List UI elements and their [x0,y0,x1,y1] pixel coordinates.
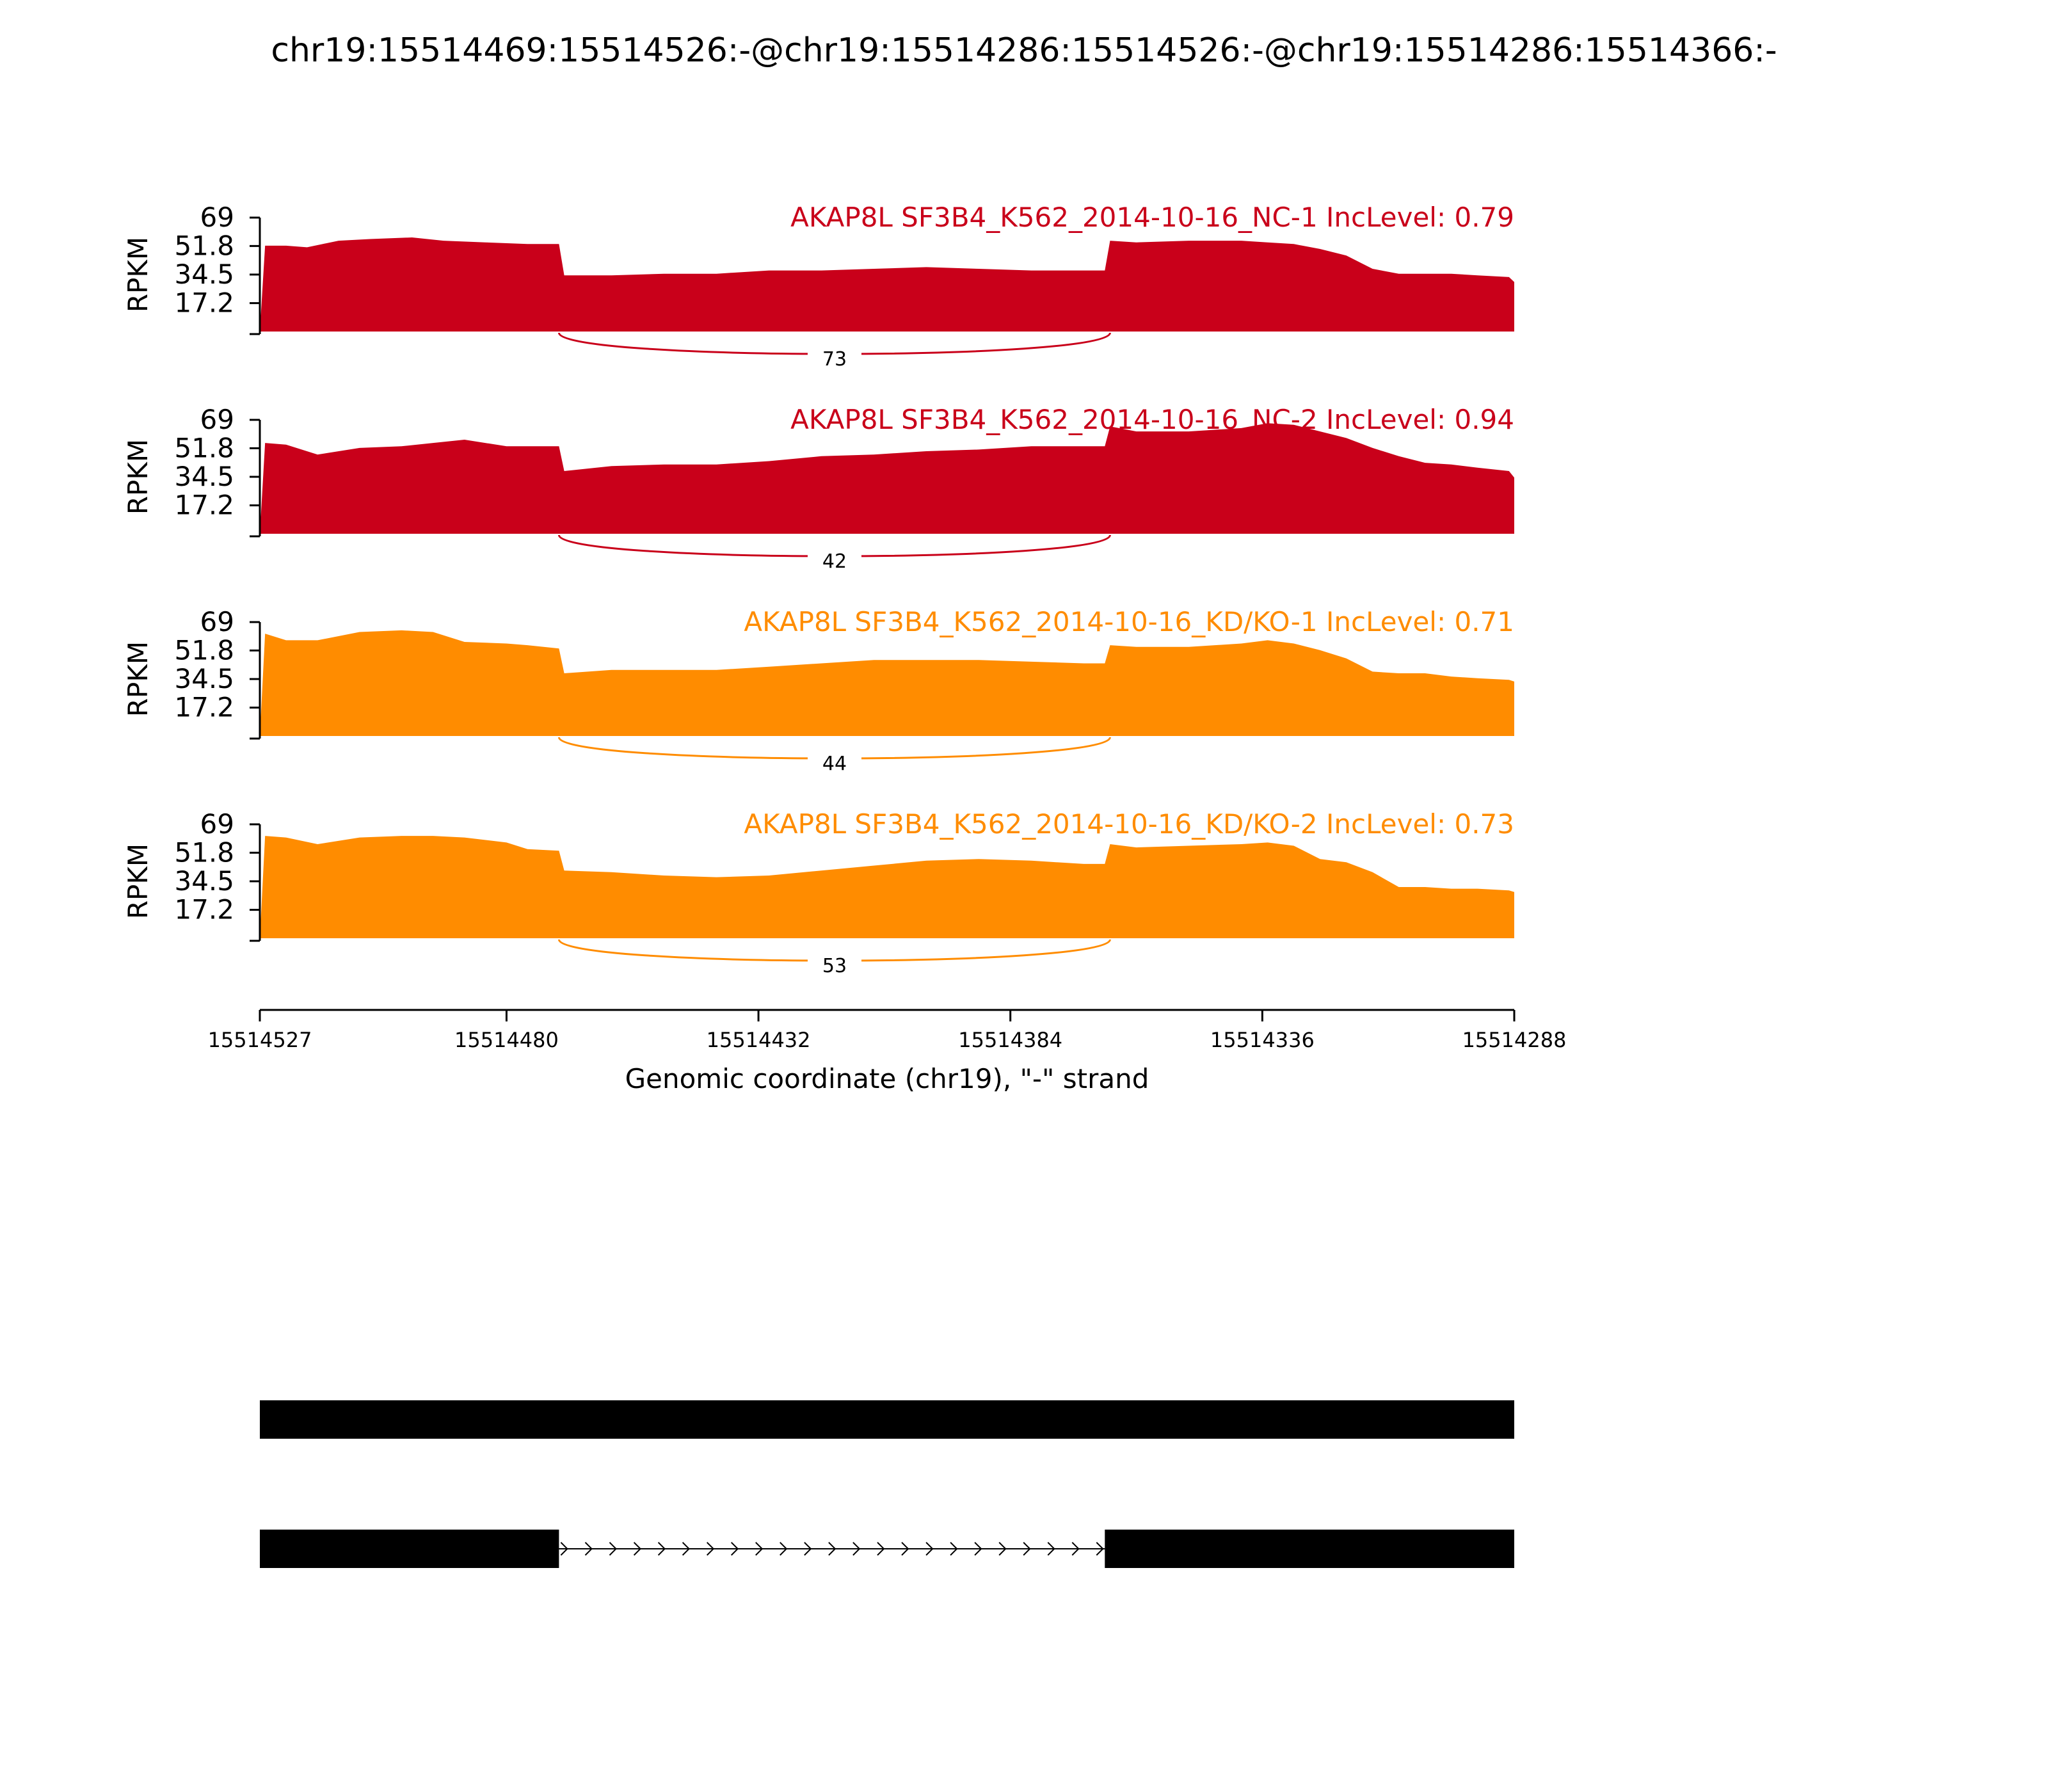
strand-arrow [828,1542,836,1556]
strand-arrow [974,1542,982,1556]
strand-arrow [804,1542,812,1556]
x-tick-label: 15514480 [454,1028,559,1052]
sample-label: AKAP8L SF3B4_K562_2014-10-16_KD/KO-2 Inc… [744,808,1514,840]
exon-block [1105,1530,1514,1568]
x-axis-label: Genomic coordinate (chr19), "-" strand [625,1063,1149,1094]
y-axis-label: RPKM [122,439,154,515]
y-axis-label: RPKM [122,641,154,717]
y-tick-label: 51.8 [174,836,234,868]
exon-block [260,1400,1514,1439]
strand-arrow [682,1542,691,1556]
x-tick-label: 15514432 [707,1028,811,1052]
y-tick-label: 17.2 [174,692,234,723]
y-tick-label: 34.5 [174,663,234,694]
strand-arrow [925,1542,934,1556]
strand-arrow [1071,1542,1080,1556]
coverage-area [260,836,1514,938]
junction-count: 42 [822,550,847,573]
strand-arrow [950,1542,958,1556]
x-axis: 15514527 15514480 15514432 15514384 15514336… [208,1009,1567,1094]
coverage-track: 17.234.551.869 RPKM AKAP8L SF3B4_K562_2014… [122,606,1514,775]
coverage-area [260,423,1514,534]
gene-model [260,1530,1514,1568]
strand-arrow [657,1542,666,1556]
strand-arrow [730,1542,739,1556]
y-tick-label: 34.5 [174,461,234,492]
x-tick-label: 15514527 [208,1028,312,1052]
y-tick-label: 69 [200,404,234,435]
coverage-track: 17.234.551.869 RPKM AKAP8L SF3B4_K562_2014… [122,202,1514,371]
y-tick-label: 51.8 [174,634,234,666]
strand-arrow [780,1542,788,1556]
coverage-track: 17.234.551.869 RPKM AKAP8L SF3B4_K562_2014… [122,404,1514,573]
strand-arrow [852,1542,861,1556]
strand-arrow [609,1542,617,1556]
x-axis-ticks: 15514527 15514480 15514432 15514384 15514336… [208,1010,1567,1052]
junction-label-bg [807,957,861,974]
y-axis-label: RPKM [122,237,154,312]
strand-arrow [633,1542,642,1556]
y-tick-label: 51.8 [174,432,234,463]
coverage-track: 17.234.551.869 RPKM AKAP8L SF3B4_K562_2014… [122,808,1514,977]
y-axis-label: RPKM [122,844,154,919]
y-tick-label: 51.8 [174,230,234,261]
gene-model [260,1400,1514,1439]
sample-label: AKAP8L SF3B4_K562_2014-10-16_KD/KO-1 Inc… [744,606,1514,637]
junction-count: 44 [822,753,847,775]
junction-count: 73 [822,348,847,371]
coverage-area [260,237,1514,332]
y-tick-label: 34.5 [174,259,234,290]
sample-label: AKAP8L SF3B4_K562_2014-10-16_NC-1 IncLev… [790,202,1514,233]
x-tick-label: 15514384 [958,1028,1062,1052]
y-tick-label: 34.5 [174,865,234,897]
strand-arrow [877,1542,885,1556]
y-tick-label: 69 [200,808,234,840]
y-tick-label: 69 [200,606,234,637]
strand-arrow [755,1542,764,1556]
strand-arrow [1096,1542,1104,1556]
x-tick-label: 15514288 [1462,1028,1567,1052]
y-tick-label: 17.2 [174,490,234,521]
coverage-area [260,630,1514,736]
plot-title: chr19:15514469:15514526:-@chr19:15514286… [271,31,1777,70]
exon-block [260,1530,559,1568]
strand-arrow [1023,1542,1031,1556]
junction-label-bg [807,553,861,570]
y-tick-label: 17.2 [174,287,234,319]
junction-count: 53 [822,955,847,977]
junction-label-bg [807,351,861,367]
y-tick-label: 69 [200,202,234,233]
strand-arrow [706,1542,715,1556]
strand-arrow [901,1542,909,1556]
x-tick-label: 15514336 [1210,1028,1315,1052]
junction-label-bg [807,755,861,772]
strand-arrow [998,1542,1007,1556]
strand-arrow [1047,1542,1055,1556]
gene-models [260,1400,1514,1568]
strand-arrow [560,1542,568,1556]
sample-label: AKAP8L SF3B4_K562_2014-10-16_NC-2 IncLev… [790,404,1514,435]
strand-arrow [584,1542,593,1556]
y-tick-label: 17.2 [174,894,234,925]
